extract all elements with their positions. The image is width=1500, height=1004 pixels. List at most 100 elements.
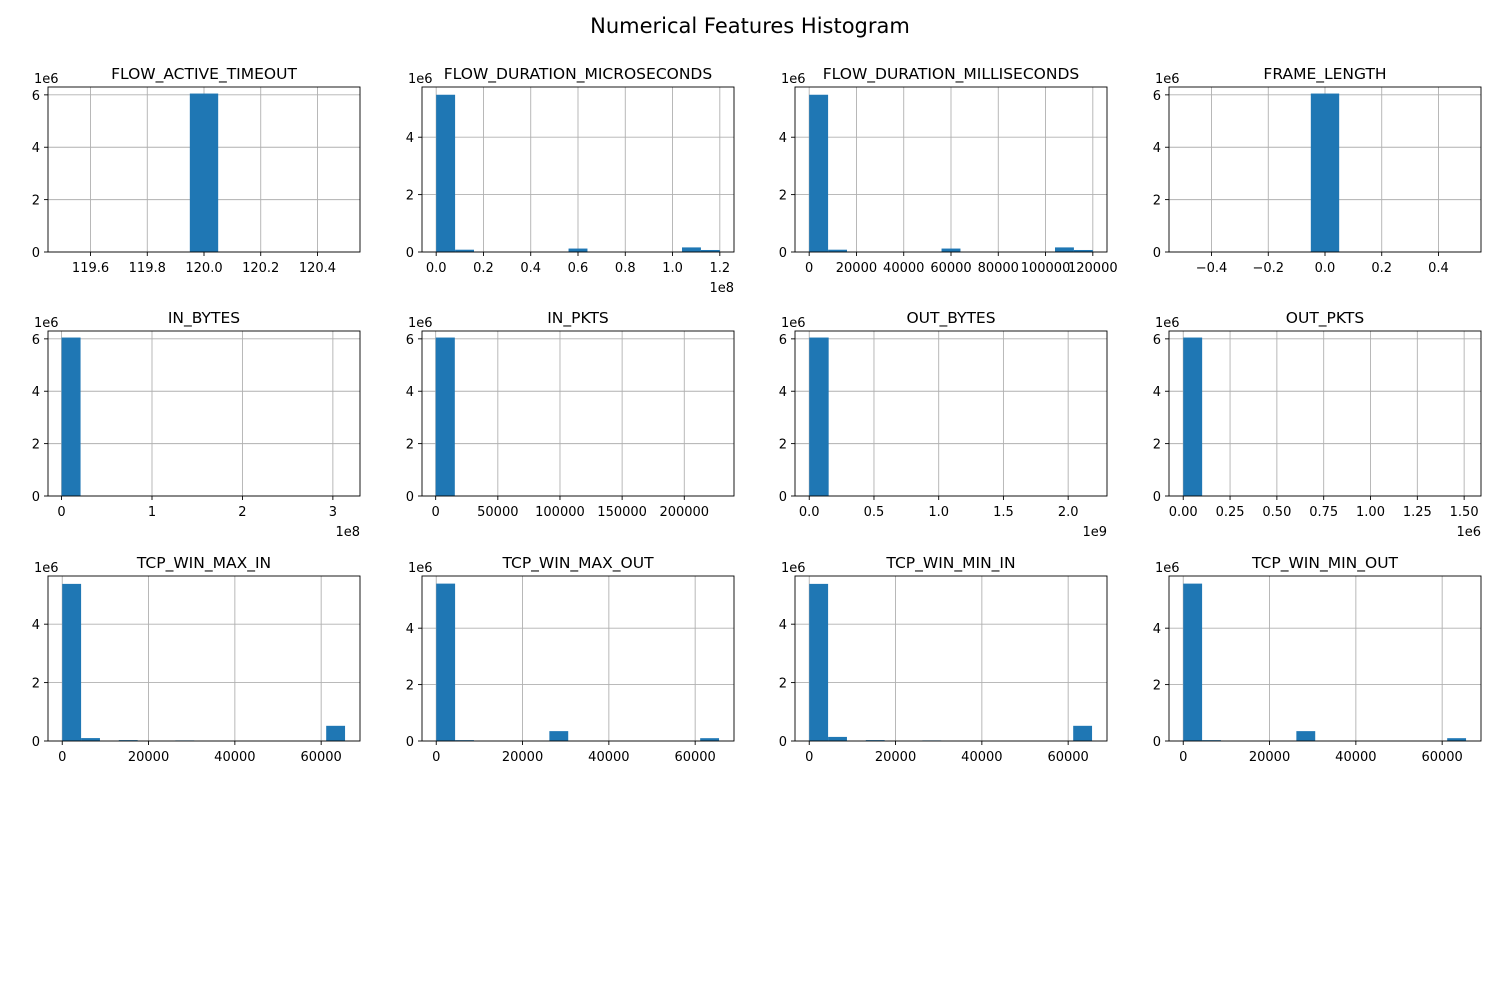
x-tick-label: 0.2 — [473, 261, 494, 276]
y-tick-label: 0 — [779, 490, 787, 505]
x-tick-label: 120000 — [1068, 261, 1118, 276]
y-tick-label: 0 — [406, 246, 414, 261]
subplot-title: FLOW_DURATION_MICROSECONDS — [444, 65, 712, 84]
x-tick-label: 200000 — [659, 505, 709, 520]
histogram-bar — [828, 249, 847, 252]
subplot-title: OUT_PKTS — [1286, 309, 1364, 328]
y-tick-label: 4 — [406, 131, 414, 146]
histogram-bar — [61, 337, 81, 496]
x-tick-label: 0 — [1179, 750, 1187, 765]
x-tick-label: 1.0 — [928, 505, 949, 520]
x-tick-label: 40000 — [1335, 750, 1376, 765]
y-tick-label: 6 — [1153, 89, 1161, 104]
x-tick-label: 0.0 — [799, 505, 820, 520]
figure-title: Numerical Features Histogram — [590, 14, 910, 38]
y-tick-label: 2 — [779, 677, 787, 692]
x-tick-label: −0.2 — [1252, 261, 1284, 276]
x-tick-label: 0 — [432, 750, 440, 765]
histogram-bar — [436, 583, 456, 741]
y-tick-label: 0 — [1153, 735, 1161, 750]
y-multiplier-label: 1e6 — [781, 561, 806, 576]
y-tick-label: 2 — [406, 189, 414, 204]
histogram-bar — [700, 738, 720, 741]
y-tick-label: 0 — [1153, 490, 1161, 505]
subplot-title: IN_BYTES — [168, 309, 240, 328]
subplot: 0 20000 40000 60000 0 2 4 1e6 TCP_WIN_MAX_IN — [32, 554, 361, 765]
axes-frame — [47, 575, 361, 742]
x-tick-label: 0.0 — [426, 261, 447, 276]
x-tick-label: 2.0 — [1058, 505, 1079, 520]
x-tick-label: 20000 — [502, 750, 543, 765]
axes-frame — [47, 330, 361, 497]
histogram-bar — [1296, 731, 1316, 741]
histogram-bar — [828, 736, 847, 741]
x-tick-label: 20000 — [836, 261, 877, 276]
x-tick-label: 0.50 — [1262, 505, 1291, 520]
x-tick-label: 120.2 — [242, 261, 279, 276]
histogram-bar — [1310, 93, 1340, 252]
y-tick-label: 2 — [32, 677, 40, 692]
histogram-bar — [455, 249, 474, 252]
y-tick-label: 0 — [779, 246, 787, 261]
x-multiplier-label: 1e9 — [1082, 525, 1107, 540]
y-tick-label: 4 — [779, 385, 787, 400]
y-tick-label: 4 — [779, 131, 787, 146]
y-tick-label: 6 — [32, 89, 40, 104]
x-tick-label: 120.4 — [299, 261, 336, 276]
subplot: 0 1 2 3 0 2 4 6 1e6 1e8 IN_BYTES — [32, 309, 361, 540]
axes-frame — [1168, 330, 1482, 497]
subplot-title: FRAME_LENGTH — [1263, 65, 1386, 84]
subplot-title: FLOW_DURATION_MILLISECONDS — [823, 65, 1080, 84]
axes-frame — [421, 330, 735, 497]
x-tick-label: 40000 — [883, 261, 924, 276]
y-multiplier-label: 1e6 — [408, 316, 433, 331]
x-tick-label: 1.50 — [1450, 505, 1479, 520]
y-tick-label: 4 — [1153, 141, 1161, 156]
subplot: 0.0 0.5 1.0 1.5 2.0 0 2 4 6 1e6 1e9 OUT_BYTES — [779, 309, 1108, 540]
y-tick-label: 4 — [32, 618, 40, 633]
x-tick-label: 0 — [805, 750, 813, 765]
axes-frame — [794, 330, 1108, 497]
x-tick-label: 40000 — [588, 750, 629, 765]
histogram-bar — [436, 94, 456, 252]
x-tick-label: 40000 — [214, 750, 255, 765]
histogram-bar — [549, 731, 569, 741]
histogram-bar — [941, 248, 961, 252]
x-multiplier-label: 1e6 — [1456, 525, 1481, 540]
x-tick-label: 60000 — [930, 261, 971, 276]
y-tick-label: 2 — [779, 189, 787, 204]
y-multiplier-label: 1e6 — [1155, 316, 1180, 331]
subplot: 0.0 0.2 0.4 0.6 0.8 1.0 1.2 0 2 4 1e6 1e8 FLOW_DURAT… — [406, 65, 735, 296]
x-tick-label: 0 — [57, 505, 65, 520]
subplot-title: TCP_WIN_MIN_IN — [885, 554, 1015, 573]
x-tick-label: 0.2 — [1371, 261, 1392, 276]
x-multiplier-label: 1e8 — [709, 281, 734, 296]
y-tick-label: 2 — [406, 438, 414, 453]
y-multiplier-label: 1e6 — [1155, 561, 1180, 576]
histogram-bar — [809, 583, 829, 741]
histogram-bar — [81, 738, 100, 741]
y-tick-label: 4 — [779, 618, 787, 633]
x-tick-label: 119.6 — [72, 261, 109, 276]
y-tick-label: 4 — [1153, 622, 1161, 637]
subplot: 0 20000 40000 60000 0 2 4 1e6 TCP_WIN_MIN_IN — [779, 554, 1108, 765]
subplot: 0 20000 40000 60000 0 2 4 1e6 TCP_WIN_MAX_OUT — [406, 554, 735, 765]
histogram-bar — [1183, 583, 1203, 741]
y-tick-label: 2 — [1153, 194, 1161, 209]
y-tick-label: 2 — [32, 438, 40, 453]
x-tick-label: 20000 — [128, 750, 169, 765]
x-tick-label: 0 — [58, 750, 66, 765]
axes-frame — [421, 575, 735, 742]
y-tick-label: 6 — [779, 333, 787, 348]
y-multiplier-label: 1e6 — [34, 561, 59, 576]
x-tick-label: 100000 — [535, 505, 585, 520]
x-tick-label: 50000 — [477, 505, 518, 520]
y-tick-label: 4 — [1153, 385, 1161, 400]
subplot-title: IN_PKTS — [547, 309, 609, 328]
x-tick-label: 0 — [432, 505, 440, 520]
histogram-bar — [568, 248, 588, 252]
x-tick-label: 1.25 — [1403, 505, 1432, 520]
x-multiplier-label: 1e8 — [335, 525, 360, 540]
histogram-bar — [189, 93, 219, 252]
